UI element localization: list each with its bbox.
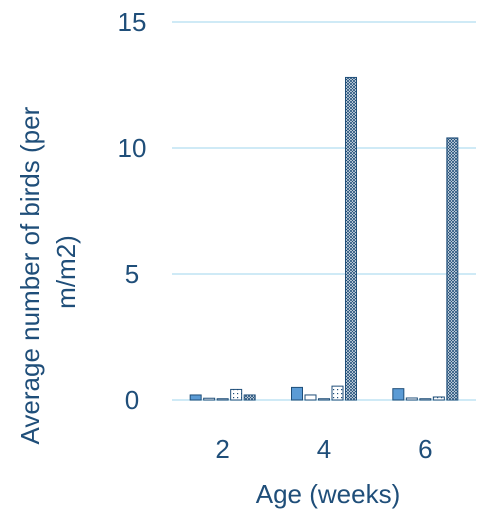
bar	[216, 398, 229, 401]
bar	[291, 386, 303, 401]
bar	[446, 137, 459, 401]
bar	[189, 394, 202, 401]
bar	[243, 394, 256, 401]
bars	[189, 76, 459, 401]
x-axis-title: Age (weeks)	[256, 479, 401, 509]
bar	[318, 398, 330, 401]
x-tick-label: 2	[215, 434, 229, 464]
x-tick-label: 4	[317, 434, 331, 464]
bar	[230, 388, 243, 401]
y-axis-title-line-1: Average number of birds (per	[15, 106, 45, 444]
bar	[405, 397, 418, 401]
bar	[331, 385, 344, 401]
y-tick-label: 15	[118, 7, 147, 37]
x-tick-labels: 2 4 6	[215, 434, 432, 464]
bar	[304, 394, 317, 401]
bar	[419, 398, 432, 401]
bar	[203, 397, 216, 401]
bar	[432, 396, 445, 401]
y-tick-labels: 0 5 10 15	[118, 7, 147, 415]
y-axis-title: Average number of birds (per m/m2)	[15, 100, 81, 445]
bar	[392, 388, 405, 401]
bar	[345, 76, 357, 401]
gridlines	[172, 21, 476, 401]
y-tick-label: 10	[118, 133, 147, 163]
y-tick-label: 5	[125, 259, 139, 289]
x-tick-label: 6	[418, 434, 432, 464]
y-axis-title-line-2: m/m2)	[51, 235, 81, 309]
y-tick-label: 0	[125, 385, 139, 415]
